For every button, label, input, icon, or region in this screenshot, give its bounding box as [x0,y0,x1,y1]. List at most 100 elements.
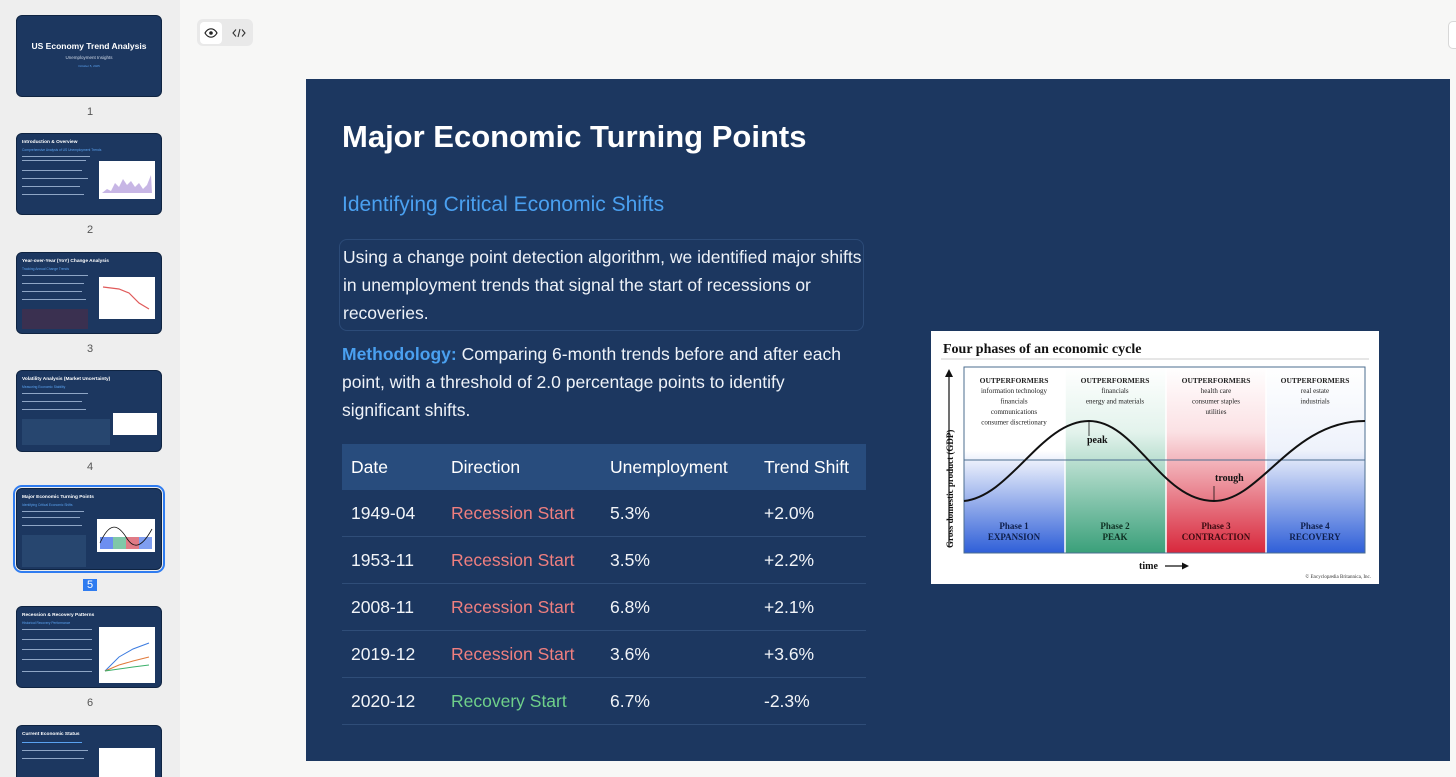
view-mode-toggle [197,19,253,46]
active-slide-number: 5 [82,579,98,591]
phase-3-stage: CONTRACTION [1182,532,1251,542]
figure-credit: © Encyclopædia Britannica, Inc. [1305,574,1371,580]
thumbnail-preview[interactable]: Major Economic Turning Points Identifyin… [13,485,165,573]
peak-label: peak [1087,435,1108,446]
thumbnail-number: 6 [86,697,94,709]
thumbnail-text-line [22,401,82,403]
table-row: 1953-11 Recession Start 3.5% +2.2% [342,536,866,584]
cell-date: 2020-12 [342,677,442,725]
thumbnail-number: 2 [86,224,94,236]
phase-panels [963,366,1366,554]
phase-sector-labels: OUTPERFORMERS information technology fina… [980,376,1350,427]
phase-4-sectors: real estate industrials [1300,387,1329,406]
slide-canvas: Major Economic Turning Points Identifyin… [306,79,1450,761]
thumbnail-text-line [22,178,88,180]
slide-thumbnail-4[interactable]: Volatility Analysis (Market Uncertainty)… [16,370,164,474]
thumbnail-text-line [22,299,86,301]
thumbnail-text-line [22,186,80,188]
thumbnail-number: 3 [86,343,94,355]
thumbnail-text-line [22,194,84,196]
thumbnail-text-line [22,639,92,641]
preview-button[interactable] [200,21,222,44]
thumbnail-text-line [22,659,92,661]
table-row: 2020-12 Recovery Start 6.7% -2.3% [342,677,866,725]
cell-direction: Recession Start [442,536,601,584]
slide-thumbnail-6[interactable]: Recession & Recovery Patterns Historical… [16,606,164,710]
trough-label: trough [1215,473,1244,484]
methodology-label: Methodology: [342,344,457,364]
thumbnail-text-line [22,517,80,519]
column-header-unemployment: Unemployment [601,444,755,490]
thumbnail-preview[interactable]: US Economy Trend Analysis Unemployment I… [16,15,162,97]
cell-trend-shift: +2.2% [755,536,866,584]
column-header-trend-shift: Trend Shift [755,444,866,490]
slide-thumbnail-5[interactable]: Major Economic Turning Points Identifyin… [13,485,165,592]
thumbnail-title: Year-over-Year (YoY) Change Analysis [22,259,109,264]
thumbnail-title: Recession & Recovery Patterns [22,613,95,618]
thumbnail-number: 1 [86,106,94,118]
slide-thumbnail-3[interactable]: Year-over-Year (YoY) Change Analysis Tra… [16,252,164,356]
phase-1-stage: EXPANSION [988,532,1041,542]
phase-3-header: OUTPERFORMERS [1182,376,1251,385]
thumbnail-subtitle: Tracking Annual Change Trends [22,267,69,271]
thumbnail-text-line [22,629,92,631]
phase-2-name: Phase 2 [1100,521,1130,531]
thumbnail-text-line [22,758,84,760]
phase-4-header: OUTPERFORMERS [1281,376,1350,385]
cell-direction: Recovery Start [442,677,601,725]
thumbnail-preview[interactable]: Recession & Recovery Patterns Historical… [16,606,162,688]
thumbnail-table [22,419,110,445]
thumbnail-chart-graphic [102,175,152,193]
code-icon [232,28,246,37]
table-row: 2019-12 Recession Start 3.6% +3.6% [342,630,866,678]
thumbnail-chart-image [99,161,155,199]
turning-points-table: Date Direction Unemployment Trend Shift … [342,444,866,725]
phase-1-header: OUTPERFORMERS [980,376,1049,385]
thumbnail-preview[interactable]: Year-over-Year (YoY) Change Analysis Tra… [16,252,162,334]
thumbnail-preview[interactable]: Current Economic Status [16,725,162,777]
slide-thumbnail-7[interactable]: Current Economic Status [16,725,164,777]
slide-subtitle: Identifying Critical Economic Shifts [342,193,665,216]
column-header-date: Date [342,444,442,490]
thumbnail-text-line [22,750,88,752]
phase-1-name: Phase 1 [999,521,1029,531]
eye-icon [204,27,218,38]
thumbnail-text-line [22,283,84,285]
slide-thumbnail-1[interactable]: US Economy Trend Analysis Unemployment I… [16,15,164,119]
thumbnail-text-line [22,671,92,673]
cell-unemployment: 6.7% [601,677,755,725]
thumbnail-number: 4 [86,461,94,473]
gdp-cycle-curve [963,419,1366,503]
cell-trend-shift: +2.0% [755,490,866,537]
slide-thumbnail-sidebar: US Economy Trend Analysis Unemployment I… [0,0,180,777]
thumbnail-subtitle: Identifying Critical Economic Shifts [22,503,73,507]
thumbnail-preview[interactable]: Volatility Analysis (Market Uncertainty)… [16,370,162,452]
column-header-direction: Direction [442,444,601,490]
cell-date: 1953-11 [342,536,442,584]
cell-trend-shift: -2.3% [755,677,866,725]
thumbnail-subtitle: Historical Recovery Performance [22,621,71,625]
phase-names: Phase 1 EXPANSION Phase 2 PEAK Phase 3 C… [988,521,1341,542]
cell-unemployment: 3.5% [601,536,755,584]
thumbnail-date: October 5, 2025 [78,64,100,68]
phase-1-sectors: information technology financials communic… [981,387,1047,427]
cell-direction: Recession Start [442,630,601,678]
thumbnail-chart-image [99,748,155,777]
table-row: 2008-11 Recession Start 6.8% +2.1% [342,583,866,631]
phase-4-stage: RECOVERY [1289,532,1341,542]
thumbnail-text-line [22,275,88,277]
thumbnail-chart-graphic [99,526,153,549]
thumbnail-preview[interactable]: Introduction & Overview Comprehensive An… [16,133,162,215]
code-view-button[interactable] [228,22,250,44]
intro-text-box: Using a change point detection algorithm… [339,239,864,331]
slide-thumbnail-2[interactable]: Introduction & Overview Comprehensive An… [16,133,164,237]
thumbnail-chart-graphic [102,286,150,310]
phase-2-header: OUTPERFORMERS [1081,376,1150,385]
toolbar-right-button[interactable] [1448,21,1456,49]
thumbnail-subtitle: Unemployment Insights [65,55,113,60]
figure-title: Four phases of an economic cycle [943,342,1141,357]
cell-trend-shift: +3.6% [755,630,866,678]
thumbnail-chart-image [97,519,155,552]
thumbnail-callout-box [22,309,88,329]
cell-unemployment: 6.8% [601,583,755,631]
